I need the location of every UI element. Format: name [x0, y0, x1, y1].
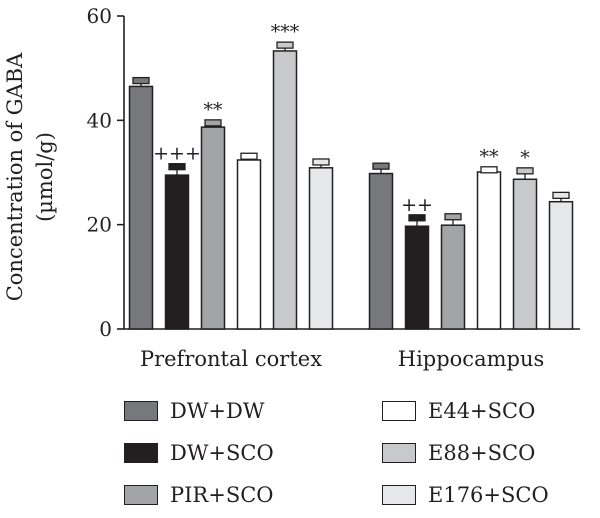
y-axis-label: Concentration of GABA: [3, 52, 27, 301]
significance-label: **: [204, 99, 224, 121]
y-axis-unit: (µmol/g): [33, 132, 57, 222]
significance-label: **: [480, 146, 500, 168]
y-axis-label-group: Concentration of GABA (µmol/g): [3, 52, 57, 301]
bar: [164, 174, 190, 330]
significance-label: +++: [153, 143, 201, 165]
bar: [128, 85, 154, 330]
error-cap: [240, 152, 258, 160]
y-tick-label: 60: [87, 4, 112, 28]
x-category-label: Hippocampus: [398, 347, 545, 371]
error-cap: [168, 163, 186, 171]
error-cap: [552, 191, 570, 200]
significance-label: *: [520, 147, 530, 169]
error-cap: [372, 162, 390, 170]
significance-label: ++: [401, 194, 433, 216]
error-cap: [312, 158, 330, 166]
bar: [236, 159, 262, 330]
y-tick-label: 0: [99, 317, 112, 341]
x-category-label: Prefrontal cortex: [140, 347, 322, 371]
error-cap: [276, 41, 294, 49]
bar: [368, 172, 394, 330]
bar: [200, 126, 226, 330]
error-cap: [516, 167, 534, 175]
bar: [308, 167, 334, 330]
bar: [440, 224, 466, 330]
error-cap: [132, 76, 150, 85]
bar: [548, 200, 574, 330]
bar: [272, 50, 298, 330]
significance-label: ***: [271, 21, 300, 43]
y-tick-label: 20: [87, 213, 112, 237]
bar: [404, 225, 430, 330]
error-cap: [480, 166, 498, 174]
error-cap: [444, 213, 462, 221]
error-cap: [408, 214, 426, 222]
error-cap: [204, 119, 222, 127]
bar: [476, 171, 502, 330]
y-tick-label: 40: [87, 108, 112, 132]
bar: [512, 178, 538, 330]
